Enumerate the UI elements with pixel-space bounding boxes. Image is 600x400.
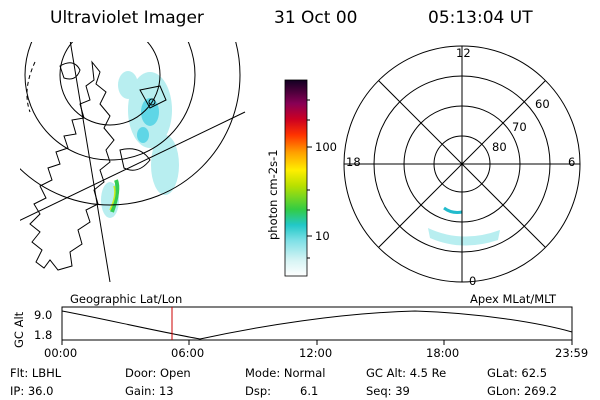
status-dsp-label: Dsp:: [245, 384, 272, 398]
status-door: Door: Open: [125, 366, 191, 380]
status-glat: GLat: 62.5: [487, 366, 548, 380]
apex-caption: Apex MLat/MLT: [470, 292, 557, 306]
time-tick-1800: 18:00: [426, 346, 460, 360]
polar-aurora: [428, 206, 500, 246]
colorbar-tick-100: 100: [315, 140, 337, 154]
mlt-label-18: 18: [346, 155, 361, 169]
status-ip: IP: 36.0: [10, 384, 54, 398]
status-seq: Seq: 39: [366, 384, 410, 398]
image-time: 05:13:04 UT: [428, 8, 533, 28]
time-tick-2359: 23:59: [555, 346, 589, 360]
mlt-label-6: 6: [568, 155, 576, 169]
altitude-panel: [61, 306, 573, 345]
polar-plot: [343, 45, 581, 283]
time-tick-0000: 00:00: [44, 346, 78, 360]
image-date: 31 Oct 00: [274, 8, 358, 28]
status-glon: GLon: 269.2: [487, 384, 557, 398]
time-axis-ticks: [61, 340, 573, 345]
status-gain: Gain: 13: [125, 384, 174, 398]
status-gc-alt: GC Alt: 4.5 Re: [366, 366, 447, 380]
colorbar-tick-10: 10: [315, 229, 330, 243]
altitude-tick-low: 1.8: [34, 328, 53, 342]
time-tick-1200: 12:00: [299, 346, 333, 360]
colorbar-unit-label: photon cm-2s-1: [266, 149, 280, 240]
status-filter: Flt: LBHL: [10, 366, 62, 380]
altitude-ylabel: GC Alt: [12, 311, 26, 348]
mlt-label-0: 0: [469, 274, 477, 288]
colorbar: [284, 79, 308, 277]
time-tick-0600: 06:00: [171, 346, 205, 360]
lat-label-70: 70: [512, 120, 527, 134]
geographic-caption: Geographic Lat/Lon: [70, 292, 183, 306]
altitude-tick-high: 9.0: [34, 308, 53, 322]
lat-label-80: 80: [492, 140, 507, 154]
status-dsp-value: 6.1: [300, 384, 319, 398]
mlt-label-12: 12: [456, 46, 471, 60]
app-title: Ultraviolet Imager: [50, 8, 204, 28]
colorbar-ticks: [307, 99, 312, 259]
geographic-map: [20, 42, 246, 282]
lat-label-60: 60: [535, 97, 550, 111]
status-mode: Mode: Normal: [245, 366, 326, 380]
aurora-emission: [101, 71, 179, 218]
